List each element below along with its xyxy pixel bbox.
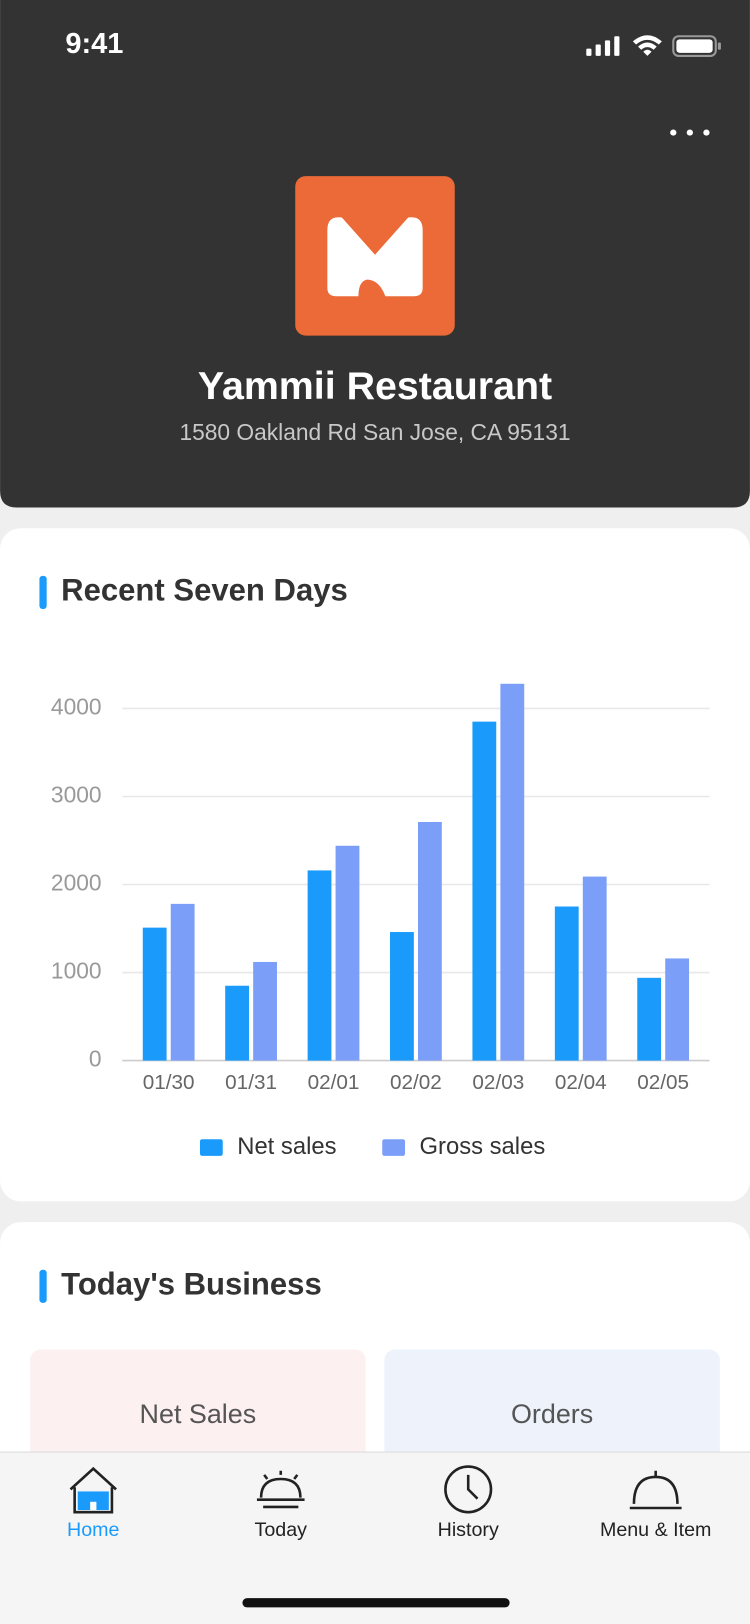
legend-label: Gross sales xyxy=(420,1133,546,1160)
x-tick-label: 01/31 xyxy=(225,1071,277,1094)
logo-mark xyxy=(327,217,423,297)
x-tick-label: 02/04 xyxy=(555,1071,607,1094)
y-tick-label: 4000 xyxy=(51,693,102,719)
bar xyxy=(582,876,607,1061)
x-tick-label: 02/02 xyxy=(390,1071,442,1094)
restaurant-address: 1580 Oakland Rd San Jose, CA 95131 xyxy=(179,419,570,445)
y-tick-label: 2000 xyxy=(51,870,102,896)
bar xyxy=(307,870,332,1061)
bar xyxy=(170,903,195,1061)
tab-bar xyxy=(0,1452,750,1624)
bar xyxy=(253,961,277,1061)
tab[interactable]: History xyxy=(438,1465,499,1541)
bar xyxy=(225,985,250,1061)
bar xyxy=(390,932,414,1061)
y-tick-label: 1000 xyxy=(51,958,102,984)
x-tick-label: 02/01 xyxy=(308,1071,360,1094)
legend-swatch xyxy=(199,1139,223,1156)
x-tick-label: 01/30 xyxy=(143,1071,195,1094)
section-accent xyxy=(39,575,47,609)
y-tick-label: 3000 xyxy=(51,781,102,807)
section-accent xyxy=(39,1269,47,1303)
bar xyxy=(335,845,360,1061)
x-tick-label: 02/05 xyxy=(637,1071,689,1094)
tab[interactable]: Today xyxy=(255,1470,308,1541)
legend-swatch xyxy=(382,1139,406,1156)
chart: 0 1000 2000 3000 4000 01/30 01/31 02/01 02/02 02/… xyxy=(51,683,710,1160)
stat-label: Net Sales xyxy=(140,1399,257,1429)
tab-label: Menu & Item xyxy=(600,1519,711,1541)
bar xyxy=(637,977,662,1061)
tab[interactable]: Home xyxy=(67,1466,120,1541)
tab-label: History xyxy=(438,1519,499,1541)
tab-label: Home xyxy=(67,1519,120,1541)
more-button[interactable] xyxy=(670,129,710,136)
bar xyxy=(665,958,690,1061)
home-indicator xyxy=(242,1598,510,1608)
tab[interactable]: Menu & Item xyxy=(600,1470,711,1541)
bar xyxy=(142,927,167,1061)
chart-title: Recent Seven Days xyxy=(61,573,348,608)
section-title: Today's Business xyxy=(61,1267,322,1302)
status-time: 9:41 xyxy=(65,28,123,60)
tab-label: Today xyxy=(255,1519,308,1541)
legend-label: Net sales xyxy=(237,1133,336,1160)
x-tick-label: 02/03 xyxy=(472,1071,524,1094)
bar xyxy=(500,683,525,1061)
bar xyxy=(417,821,442,1061)
bar xyxy=(472,721,497,1061)
stat-label: Orders xyxy=(511,1399,593,1429)
chart-card xyxy=(0,528,750,1202)
y-tick-label: 0 xyxy=(89,1046,102,1072)
restaurant-name: Yammii Restaurant xyxy=(198,364,552,408)
status-icons xyxy=(586,35,721,57)
bar xyxy=(554,906,579,1061)
